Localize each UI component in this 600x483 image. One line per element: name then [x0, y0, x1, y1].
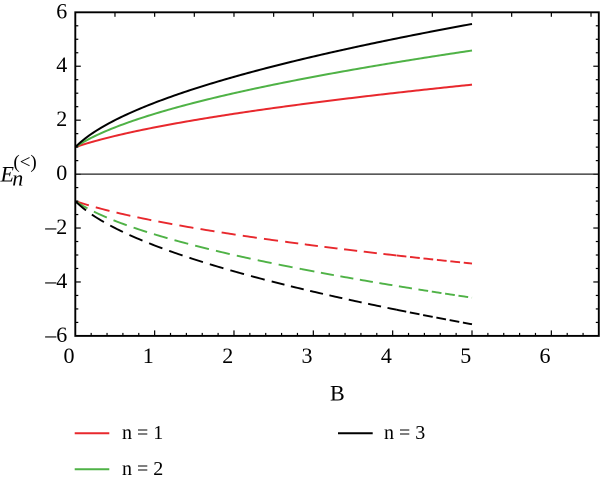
svg-text:B: B	[330, 381, 345, 406]
svg-text:n = 1: n = 1	[122, 422, 163, 444]
svg-text:6: 6	[56, 0, 67, 23]
svg-text:1: 1	[143, 343, 154, 368]
svg-text:n = 3: n = 3	[384, 422, 425, 444]
svg-text:(<): (<)	[13, 152, 36, 173]
svg-text:0: 0	[64, 343, 75, 368]
svg-text:4: 4	[56, 52, 67, 77]
svg-text:4: 4	[381, 343, 392, 368]
svg-text:n: n	[12, 166, 23, 191]
svg-text:3: 3	[302, 343, 313, 368]
svg-text:2: 2	[56, 106, 67, 131]
svg-text:n = 2: n = 2	[122, 458, 163, 480]
svg-text:5: 5	[460, 343, 471, 368]
svg-text:–4: –4	[44, 268, 67, 293]
svg-text:2: 2	[222, 343, 233, 368]
svg-text:0: 0	[56, 160, 67, 185]
svg-text:–6: –6	[44, 322, 67, 347]
svg-text:E: E	[0, 162, 15, 187]
svg-text:–2: –2	[44, 214, 67, 239]
svg-text:6: 6	[540, 343, 551, 368]
